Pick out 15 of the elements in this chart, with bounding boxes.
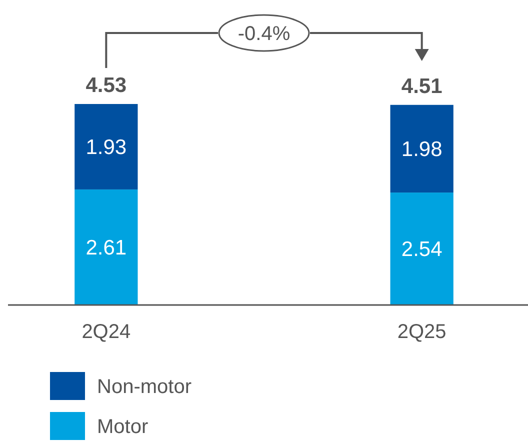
x-tick-label: 2Q25 [397,321,446,343]
bar [390,192,454,305]
data-label: 2.54 [401,238,443,262]
legend-label: Motor [97,416,148,438]
total-label: 4.51 [401,74,443,98]
bar [390,104,454,193]
bar [74,189,138,305]
bar [74,104,138,190]
data-label: 2.61 [86,236,127,260]
total-label: 4.53 [86,74,127,97]
data-label: 1.98 [401,138,442,162]
text: -0.4% [238,23,290,45]
data-label: 1.93 [86,136,127,160]
x-tick-label: 2Q24 [82,321,131,343]
legend-label: Non-motor [97,376,192,398]
